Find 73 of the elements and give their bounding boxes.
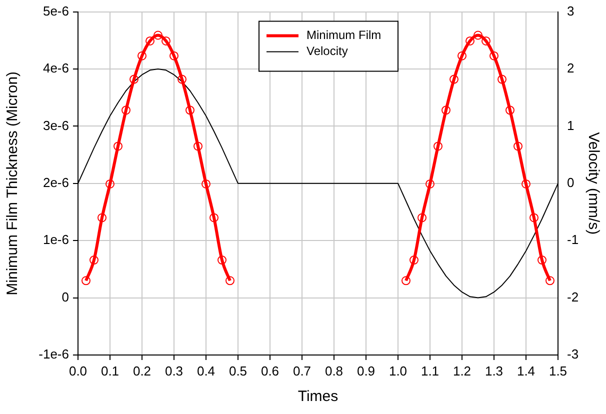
point bbox=[178, 74, 186, 84]
x-tick-label: 1.3 bbox=[484, 363, 504, 378]
point bbox=[106, 179, 114, 188]
point bbox=[90, 256, 98, 265]
y-tick-label: 4e-6 bbox=[42, 60, 69, 76]
point bbox=[82, 276, 90, 286]
y-tick-label: 1e-6 bbox=[42, 232, 69, 248]
y2-tick-label: 3 bbox=[567, 3, 574, 18]
point bbox=[226, 276, 234, 286]
point bbox=[138, 51, 146, 60]
x-tick-label: 1.0 bbox=[388, 363, 408, 378]
point bbox=[482, 36, 490, 46]
x-axis-title: Times bbox=[298, 388, 338, 406]
point bbox=[162, 36, 170, 46]
point bbox=[474, 30, 482, 40]
y-tick-label: 5e-6 bbox=[42, 3, 69, 18]
point bbox=[402, 276, 410, 286]
point bbox=[218, 256, 226, 265]
point bbox=[498, 74, 506, 84]
point bbox=[538, 256, 546, 265]
point bbox=[418, 213, 426, 222]
point bbox=[442, 106, 450, 115]
point bbox=[114, 142, 122, 151]
y2-tick-label: 2 bbox=[567, 60, 574, 76]
x-tick-label: 0.1 bbox=[100, 363, 120, 378]
point bbox=[434, 142, 442, 151]
point bbox=[530, 213, 538, 222]
point bbox=[546, 276, 554, 286]
point bbox=[514, 142, 522, 151]
point bbox=[522, 179, 530, 188]
x-tick-label: 0.0 bbox=[68, 363, 88, 378]
y2-axis-title: Velocity (mm/s) bbox=[584, 132, 602, 235]
point bbox=[450, 74, 458, 84]
x-tick-label: 1.1 bbox=[420, 363, 440, 378]
point bbox=[186, 106, 194, 115]
y2-tick-label: 0 bbox=[567, 174, 574, 190]
legend-label: Minimum Film bbox=[306, 28, 382, 42]
y-axis-title: Minimum Film Thickness (Micron) bbox=[4, 71, 22, 296]
x-tick-label: 0.7 bbox=[292, 363, 312, 378]
point bbox=[170, 51, 178, 60]
point bbox=[98, 213, 106, 222]
x-tick-label: 0.4 bbox=[196, 363, 216, 378]
x-tick-label: 1.5 bbox=[548, 363, 568, 378]
point bbox=[490, 51, 498, 60]
x-tick-label: 0.9 bbox=[356, 363, 376, 378]
point bbox=[466, 36, 474, 46]
x-tick-label: 1.4 bbox=[516, 363, 536, 378]
y-tick-label: -1e-6 bbox=[38, 346, 69, 362]
point bbox=[146, 36, 154, 46]
y2-tick-label: -2 bbox=[567, 289, 579, 304]
y-tick-label: 3e-6 bbox=[42, 118, 69, 133]
x-tick-label: 0.8 bbox=[324, 363, 344, 378]
y2-tick-label: -3 bbox=[567, 346, 579, 362]
y2-tick-label: -1 bbox=[567, 232, 579, 248]
y-tick-label: 2e-6 bbox=[42, 174, 69, 190]
x-tick-label: 0.2 bbox=[132, 363, 152, 378]
legend-label: Velocity bbox=[306, 44, 348, 58]
point bbox=[410, 256, 418, 265]
y2-tick-label: 1 bbox=[567, 118, 574, 133]
point bbox=[122, 106, 130, 115]
point bbox=[426, 179, 434, 188]
point bbox=[458, 51, 466, 60]
point bbox=[154, 30, 162, 40]
point bbox=[506, 106, 514, 115]
x-tick-label: 1.2 bbox=[452, 363, 472, 378]
point bbox=[202, 179, 210, 188]
point bbox=[194, 142, 202, 151]
x-tick-label: 0.3 bbox=[164, 363, 184, 378]
x-tick-label: 0.5 bbox=[228, 363, 248, 378]
point bbox=[210, 213, 218, 222]
y-tick-label: 0 bbox=[62, 289, 69, 304]
x-tick-label: 0.6 bbox=[260, 363, 280, 378]
point bbox=[130, 74, 138, 84]
